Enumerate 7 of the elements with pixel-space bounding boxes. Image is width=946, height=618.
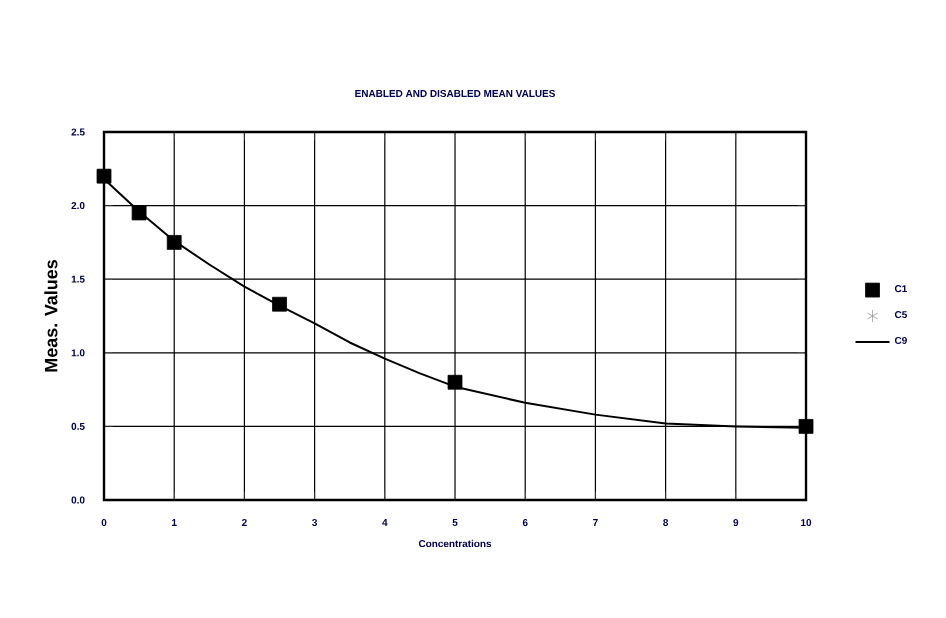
point [96,168,112,184]
point [272,296,287,312]
point [131,205,147,221]
point [447,374,463,390]
point [798,419,814,434]
point [166,235,182,250]
y-axis-title: Meas. Values [44,260,58,372]
